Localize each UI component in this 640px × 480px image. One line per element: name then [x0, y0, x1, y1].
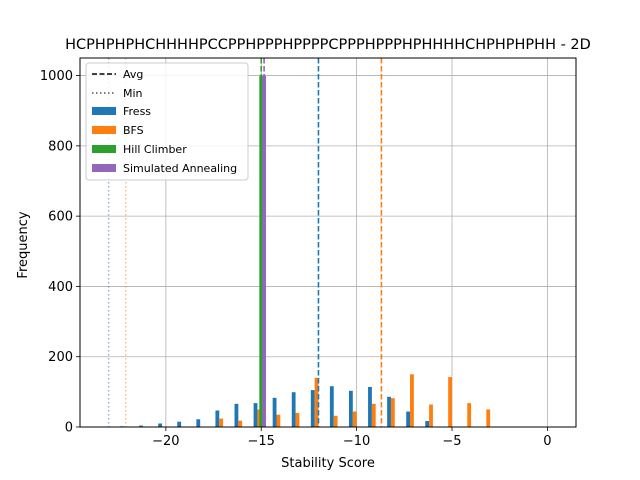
legend-simulated-annealing-label: Simulated Annealing — [123, 162, 237, 175]
legend-hill-climber-label: Hill Climber — [123, 143, 187, 156]
fress-bar — [425, 421, 430, 427]
bfs-bar — [276, 414, 281, 427]
bfs-bar — [219, 418, 224, 427]
chart-title: HCPHPHPHCHHHHPCCPPHPPPHPPPPCPPPHPPPHPHHH… — [65, 37, 591, 53]
fress-bar — [215, 410, 220, 427]
y-tick-label: 0 — [65, 421, 73, 436]
fress-bar — [291, 392, 296, 427]
bfs-bar — [295, 412, 300, 427]
bfs-bar — [314, 377, 319, 427]
x-tick-label: −10 — [343, 434, 370, 449]
fress-bar — [348, 390, 353, 427]
fress-bar — [272, 397, 277, 427]
legend-box — [85, 62, 249, 181]
bfs-bar — [429, 404, 433, 427]
bfs-bar — [333, 415, 338, 427]
bfs-bar — [410, 374, 414, 427]
legend-min-label: Min — [123, 87, 143, 100]
fress-bar — [329, 386, 334, 427]
legend-fress-swatch — [92, 107, 116, 115]
y-axis-label: Frequency — [16, 211, 31, 278]
y-tick-label: 400 — [48, 280, 73, 295]
fress-bar — [158, 423, 163, 427]
bfs-bar — [352, 411, 357, 427]
bfs-bar — [371, 403, 376, 427]
fress-bar — [368, 386, 372, 427]
legend-fress-label: Fress — [123, 105, 151, 118]
fress-bar — [139, 425, 143, 427]
bfs-bar — [238, 420, 243, 427]
y-tick-label: 1000 — [40, 69, 73, 84]
legend: Avg Min Fress BFS Hill Climber Simulated… — [85, 62, 249, 181]
y-tick-label: 800 — [48, 139, 73, 154]
legend-bfs-label: BFS — [123, 124, 144, 137]
y-tick-label: 200 — [48, 350, 73, 365]
x-tick-label: −20 — [152, 434, 179, 449]
bfs-bar — [257, 409, 262, 427]
fress-bar — [253, 403, 258, 427]
x-axis-label: Stability Score — [281, 456, 375, 471]
y-axis-ticks: 0 200 400 600 800 1000 — [40, 69, 80, 436]
fress-bar — [406, 411, 411, 427]
fress-bar — [196, 419, 201, 427]
legend-simulated-annealing-swatch — [92, 164, 116, 172]
legend-bfs-swatch — [92, 126, 116, 134]
fress-bar — [310, 390, 315, 427]
x-tick-label: −15 — [248, 434, 275, 449]
x-axis-ticks: −20 −15 −10 −5 0 — [152, 427, 552, 449]
y-tick-label: 600 — [48, 210, 73, 225]
plot-frame — [79, 57, 577, 428]
fress-bar — [387, 396, 391, 427]
legend-avg-label: Avg — [123, 68, 143, 81]
legend-hill-climber-swatch — [92, 145, 116, 153]
x-tick-label: 0 — [543, 434, 551, 449]
fress-bar — [177, 421, 182, 427]
bfs-bar — [486, 409, 491, 427]
fress-bar — [234, 403, 239, 427]
x-tick-label: −5 — [442, 434, 461, 449]
bfs-bar — [467, 403, 472, 427]
bfs-bar — [390, 398, 395, 427]
bfs-bar — [448, 377, 452, 427]
